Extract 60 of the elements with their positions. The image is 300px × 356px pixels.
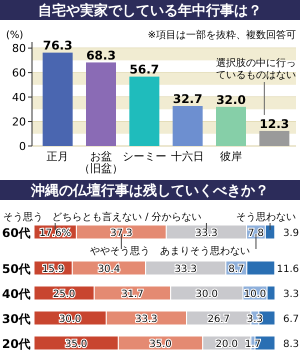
y-tick-label: 0 (19, 140, 26, 153)
data-label: 35.0 (65, 339, 88, 350)
y-tick-label: 30代 (2, 312, 31, 326)
data-label: 30.0 (196, 289, 218, 300)
series-label: どちらとも言えない / 分からない (52, 211, 202, 223)
bar (129, 76, 160, 146)
series-label: そう思う (3, 212, 43, 223)
x-tick-label: シーミー (122, 150, 166, 163)
x-tick-label: 選択肢の中に行っているものはない (216, 57, 296, 81)
data-label: 12.3 (260, 116, 290, 131)
data-label: 30.0 (59, 314, 82, 325)
bar (259, 130, 290, 146)
data-label: 17.6% (39, 228, 72, 239)
data-label: 10.0 (244, 289, 266, 300)
data-label: 32.0 (216, 92, 246, 107)
data-label: 6.7 (283, 314, 299, 325)
bar (172, 106, 203, 146)
bar (42, 52, 73, 146)
x-tick-label: お盆（旧盆） (79, 150, 123, 175)
y-tick-label: 60代 (2, 226, 31, 240)
data-label: 8.3 (283, 339, 299, 350)
y-tick-label: 20代 (2, 337, 31, 351)
y-axis-title: (%) (6, 30, 24, 41)
data-label: 15.9 (42, 264, 64, 275)
y-tick-label: 50代 (2, 262, 31, 276)
data-label: 33.3 (195, 228, 218, 239)
y-tick-label: 60 (12, 66, 26, 80)
series-label: ややそう思う (90, 246, 150, 257)
data-label: 3.3 (283, 289, 299, 300)
data-label: 26.7 (208, 314, 230, 325)
data-label: 30.4 (98, 264, 120, 275)
data-label: 20.0 (216, 339, 238, 350)
data-label: 68.3 (86, 48, 116, 62)
bar (216, 106, 246, 146)
y-tick-label: 20 (12, 116, 26, 129)
data-label: 8.7 (228, 264, 244, 275)
data-label: 25.0 (52, 289, 76, 300)
x-tick-label: 彼岸 (220, 150, 242, 163)
data-label: 31.7 (121, 289, 144, 300)
data-label: 32.7 (172, 92, 202, 106)
text: ※項目は一部を抜粋、複数回答可 (148, 29, 296, 41)
series-label: そう思わない (236, 212, 296, 223)
y-tick-label: 40 (12, 91, 26, 104)
data-label: 37.3 (110, 228, 132, 239)
data-label: 33.3 (135, 314, 158, 325)
chart-title: 沖縄の仏壇行事は残していくべきか？ (30, 182, 269, 199)
data-label: 76.3 (42, 38, 72, 53)
y-tick-label: 40代 (2, 287, 31, 301)
data-label: 56.7 (130, 62, 160, 77)
data-label: 33.3 (174, 264, 197, 275)
data-label: 11.6 (276, 264, 299, 275)
data-label: 3.9 (283, 228, 299, 239)
data-label: 35.0 (149, 339, 172, 350)
x-tick-label: 十六日 (171, 150, 204, 163)
data-label: 7.8 (248, 228, 264, 239)
bar (86, 62, 116, 146)
y-tick-label: 80 (12, 42, 26, 56)
series-label: あまりそう思わない (160, 246, 250, 257)
chart-title: 自宅や実家でしている年中行事は？ (38, 2, 262, 19)
x-tick-label: 正月 (46, 150, 69, 163)
